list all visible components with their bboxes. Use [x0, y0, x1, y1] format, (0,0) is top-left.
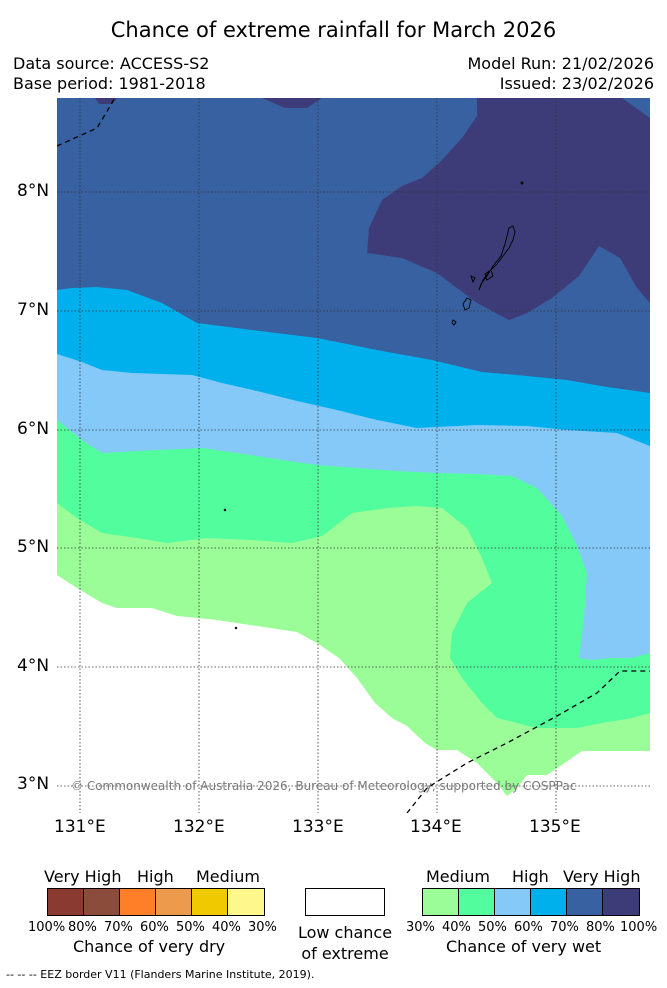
low-chance-line1: Low chance: [297, 923, 393, 942]
map-title: Chance of extreme rainfall for March 202…: [110, 18, 557, 42]
wet-tick: 30%: [406, 920, 435, 935]
wet-tick: 100%: [620, 920, 658, 935]
dry-tick: 40%: [212, 920, 241, 935]
wet-legend-title: Chance of very wet: [446, 937, 602, 956]
wet-tick: 70%: [550, 920, 579, 935]
dry-swatch: [156, 889, 192, 915]
dry-swatch: [228, 889, 264, 915]
model-run: Model Run: 21/02/2026: [467, 54, 655, 73]
lon-label-134e: 134°E: [410, 817, 462, 837]
eez-footnote: -- -- -- EEZ border V11 (Flanders Marine…: [6, 968, 315, 981]
wet-colorbar: [422, 888, 640, 916]
low-chance-swatch: [305, 888, 385, 916]
map-canvas: [57, 98, 650, 813]
copyright-notice: © Commonwealth of Australia 2026, Bureau…: [71, 779, 577, 793]
dry-tick: 70%: [104, 920, 133, 935]
wet-header-very-high: Very High: [563, 867, 641, 886]
wet-tick: 60%: [514, 920, 543, 935]
wet-tick: 50%: [478, 920, 507, 935]
dry-header-high: High: [137, 867, 174, 886]
issued-date: Issued: 23/02/2026: [499, 74, 654, 93]
wet-swatch: [567, 889, 603, 915]
dry-header-very-high: Very High: [44, 867, 122, 886]
wet-swatch: [423, 889, 459, 915]
zone-low-chance: [57, 575, 650, 813]
wet-tick: 40%: [442, 920, 471, 935]
low-chance-line2: of extreme: [301, 944, 389, 963]
dry-swatch: [120, 889, 156, 915]
lon-label-131e: 131°E: [54, 817, 106, 837]
dry-swatch: [84, 889, 120, 915]
wet-swatch: [531, 889, 567, 915]
dry-header-medium: Medium: [196, 867, 260, 886]
wet-tick: 80%: [586, 920, 615, 935]
lat-label-3n: 3°N: [17, 774, 50, 794]
dry-swatch: [48, 889, 84, 915]
lon-label-135e: 135°E: [529, 817, 581, 837]
lon-label-133e: 133°E: [292, 817, 344, 837]
dry-tick: 80%: [68, 920, 97, 935]
dry-legend-title: Chance of very dry: [73, 937, 226, 956]
dry-tick: 100%: [28, 920, 66, 935]
lat-label-4n: 4°N: [17, 656, 50, 676]
wet-swatch: [495, 889, 531, 915]
palau-islands: [223, 181, 524, 630]
dry-tick: 30%: [248, 920, 277, 935]
wet-swatch: [459, 889, 495, 915]
dry-colorbar: [47, 888, 265, 916]
wet-swatch: [603, 889, 639, 915]
lat-label-8n: 8°N: [17, 181, 50, 201]
eez-border: [57, 98, 650, 813]
graticule: [57, 98, 650, 813]
wet-header-medium: Medium: [426, 867, 490, 886]
dry-tick: 50%: [176, 920, 205, 935]
zone-80-100-wet: [95, 98, 650, 320]
wet-header-high: High: [512, 867, 549, 886]
dry-tick: 60%: [140, 920, 169, 935]
base-period: Base period: 1981-2018: [13, 74, 206, 93]
rainfall-map: © Commonwealth of Australia 2026, Bureau…: [57, 98, 650, 813]
lat-label-6n: 6°N: [17, 419, 50, 439]
lat-label-7n: 7°N: [17, 300, 50, 320]
lat-label-5n: 5°N: [17, 537, 50, 557]
lon-label-132e: 132°E: [173, 817, 225, 837]
dry-swatch: [192, 889, 228, 915]
data-source: Data source: ACCESS-S2: [13, 54, 210, 73]
